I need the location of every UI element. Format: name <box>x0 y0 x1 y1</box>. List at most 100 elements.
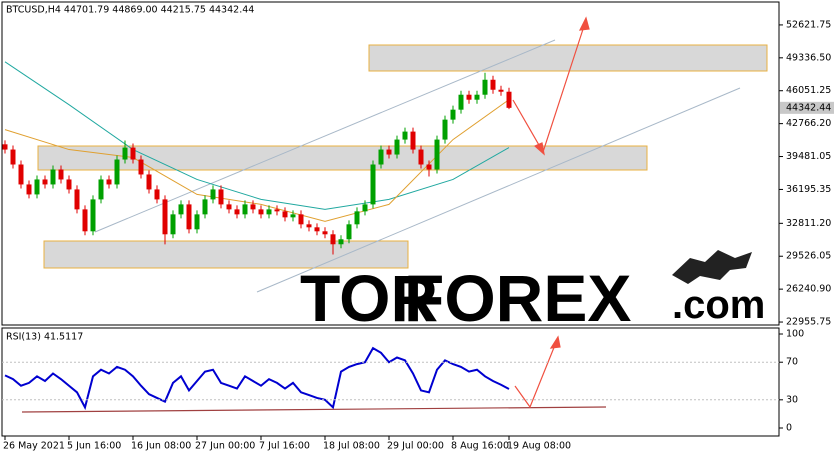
candle-body <box>330 234 336 245</box>
candle-body <box>66 179 72 190</box>
candle-body <box>122 147 128 160</box>
candle-body <box>50 169 56 185</box>
candle-body <box>242 204 248 215</box>
candle-body <box>314 227 320 232</box>
candle-body <box>10 149 16 165</box>
candle-body <box>90 199 96 232</box>
candle-body <box>34 179 40 195</box>
x-tick-label: 18 Jul 08:00 <box>323 441 380 452</box>
candle-body <box>434 139 440 170</box>
candle-body <box>42 179 48 185</box>
candle-body <box>418 149 424 165</box>
candle-body <box>18 164 24 185</box>
candle-body <box>274 209 280 212</box>
candle-body <box>114 159 120 185</box>
candle-body <box>74 189 80 210</box>
y-tick-label: 26240.90 <box>786 284 831 295</box>
y-tick-label: 70 <box>786 357 798 368</box>
y-tick-label: 0 <box>786 423 792 434</box>
y-tick-label: 100 <box>786 329 804 340</box>
candle-body <box>394 139 400 155</box>
x-tick-label: 29 Jul 00:00 <box>387 441 444 452</box>
price-label-box <box>780 101 834 114</box>
rsi-panel <box>1 327 780 437</box>
candle-body <box>146 174 152 190</box>
candle-body <box>2 144 8 150</box>
candle-body <box>354 211 360 225</box>
x-tick-label: 16 Jun 08:00 <box>131 441 191 452</box>
candle-body <box>458 94 464 110</box>
candle-body <box>98 179 104 200</box>
candle-body <box>290 214 296 218</box>
channel-line <box>94 39 556 233</box>
candle-body <box>130 147 136 160</box>
candle-body <box>362 204 368 212</box>
y-tick-label: 32811.20 <box>786 218 831 229</box>
main-panel <box>1 1 780 326</box>
forecast-arrows <box>21 16 607 413</box>
x-tick-label: 7 Jul 16:00 <box>259 441 310 452</box>
candle-body <box>378 149 384 165</box>
candle-body <box>426 164 432 170</box>
arrow-head <box>578 16 590 31</box>
watermark-text: FOREX <box>404 261 631 335</box>
zone <box>43 240 409 269</box>
x-tick-label: 8 Aug 16:00 <box>451 441 509 452</box>
zone <box>37 145 648 171</box>
watermark-text: TOR <box>300 261 438 335</box>
y-tick-label: 30 <box>786 394 798 405</box>
y-tick-label: 29526.05 <box>786 251 831 262</box>
candle-body <box>466 94 472 100</box>
x-tick-label: 19 Aug 08:00 <box>507 441 571 452</box>
candle-body <box>58 169 64 180</box>
candle-body <box>370 164 376 205</box>
candle-body <box>346 224 352 240</box>
candle-body <box>386 149 392 155</box>
candle-body <box>482 79 488 95</box>
candle-body <box>106 179 112 185</box>
moving-average <box>4 99 510 222</box>
candle-body <box>450 109 456 120</box>
candle-body <box>26 184 32 195</box>
candle-body <box>162 199 168 235</box>
moving-average <box>4 61 510 210</box>
candle-body <box>138 159 144 175</box>
rsi-line <box>4 346 510 411</box>
candle-body <box>410 131 416 150</box>
candle-body <box>234 209 240 215</box>
candle-body <box>194 214 200 230</box>
candle-body <box>298 214 304 225</box>
candle-body <box>82 209 88 232</box>
y-tick-label: 52621.75 <box>786 19 831 30</box>
candle-body <box>266 209 272 215</box>
candle-body <box>250 204 256 210</box>
x-tick-label: 5 Jun 16:00 <box>67 441 121 452</box>
x-tick-label: 27 Jun 00:00 <box>195 441 255 452</box>
candle-body <box>498 89 504 92</box>
candle-body <box>490 79 496 90</box>
candle-body <box>322 231 328 235</box>
rsi-title: RSI(13) 41.5117 <box>6 332 83 343</box>
zones <box>37 44 768 269</box>
candle-body <box>210 189 216 200</box>
candle-body <box>226 204 232 210</box>
x-tick-label: 26 May 2021 <box>3 441 65 452</box>
candle-body <box>178 204 184 215</box>
y-tick-label: 46051.25 <box>786 85 831 96</box>
candle-body <box>338 239 344 245</box>
candle-body <box>306 224 312 228</box>
channel-line <box>256 87 741 293</box>
candle-body <box>282 211 288 218</box>
candle-body <box>402 131 408 140</box>
candle-body <box>474 94 480 100</box>
candle-body <box>202 199 208 215</box>
candle-body <box>154 189 160 200</box>
candle-body <box>218 189 224 205</box>
channel <box>94 39 741 293</box>
y-tick-label: 36195.35 <box>786 184 831 195</box>
plot <box>2 61 512 411</box>
y-tick-label: 22955.75 <box>786 317 831 328</box>
chart-title: BTCUSD,H4 44701.79 44869.00 44215.75 443… <box>6 5 254 16</box>
y-tick-label: 42766.20 <box>786 118 831 129</box>
